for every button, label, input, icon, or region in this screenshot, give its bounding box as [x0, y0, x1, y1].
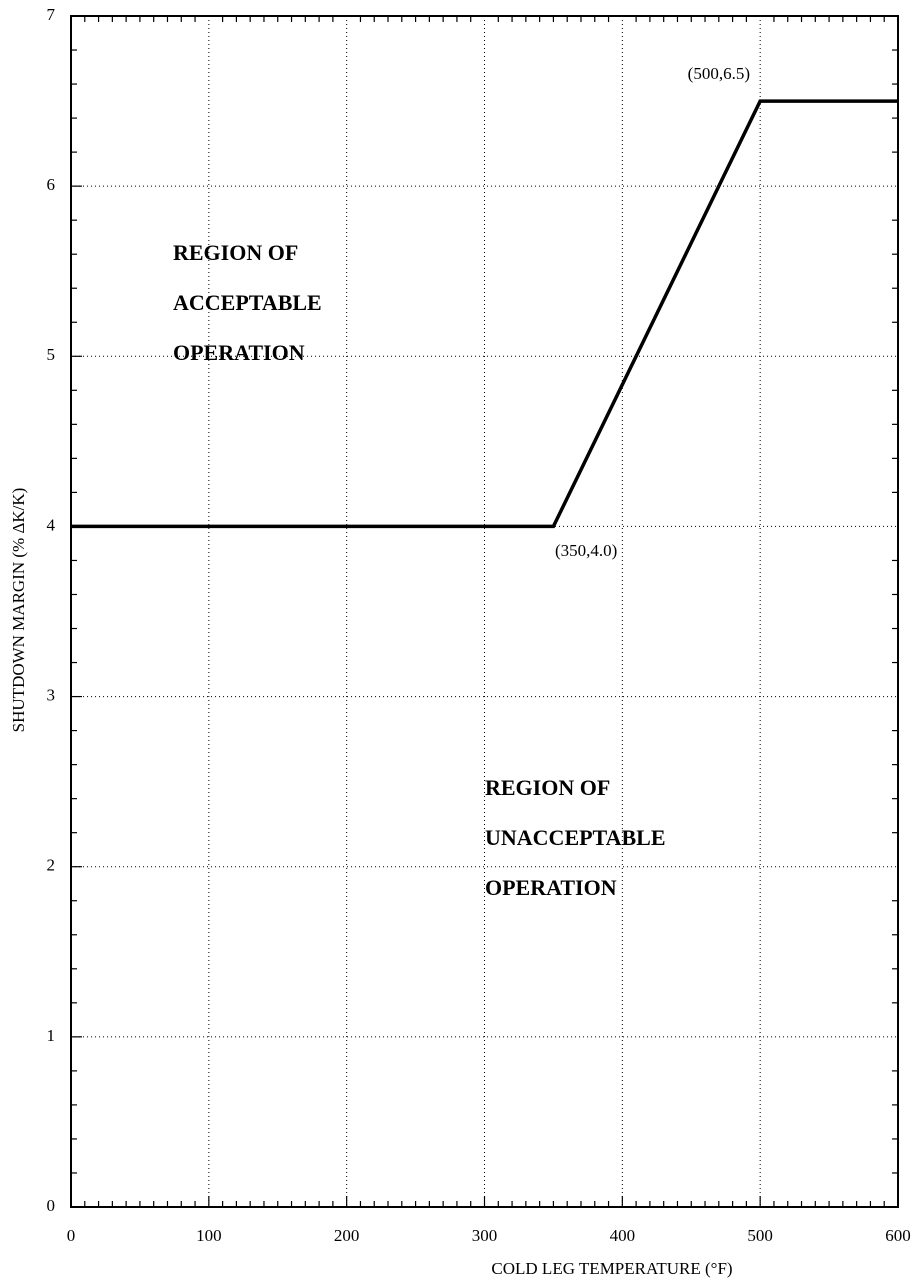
x-axis-label: COLD LEG TEMPERATURE (°F): [491, 1259, 732, 1278]
point-label: (350,4.0): [555, 541, 617, 560]
y-tick-label: 0: [47, 1196, 56, 1215]
region-label: OPERATION: [485, 875, 617, 900]
x-tick-label: 400: [610, 1226, 636, 1245]
plot-frame: [70, 15, 899, 1208]
x-tick-label: 200: [334, 1226, 360, 1245]
y-axis-label: SHUTDOWN MARGIN (% ΔK/K): [9, 488, 28, 733]
region-label: UNACCEPTABLE: [485, 825, 666, 850]
point-label: (500,6.5): [688, 64, 750, 83]
region-label: REGION OF: [485, 775, 610, 800]
x-tick-label: 100: [196, 1226, 222, 1245]
x-tick-label: 500: [747, 1226, 773, 1245]
x-tick-label: 300: [472, 1226, 498, 1245]
y-tick-label: 5: [47, 345, 56, 364]
region-label: OPERATION: [173, 340, 305, 365]
y-tick-label: 2: [47, 856, 56, 875]
y-tick-label: 3: [47, 685, 56, 704]
y-tick-label: 4: [47, 515, 56, 534]
y-tick-label: 7: [47, 5, 56, 24]
region-label: ACCEPTABLE: [173, 290, 322, 315]
y-tick-label: 6: [47, 175, 56, 194]
data-line: [71, 99, 898, 529]
region-label: REGION OF: [173, 240, 298, 265]
x-tick-label: 0: [67, 1226, 76, 1245]
y-tick-label: 1: [47, 1026, 56, 1045]
x-tick-label: 600: [885, 1226, 911, 1245]
